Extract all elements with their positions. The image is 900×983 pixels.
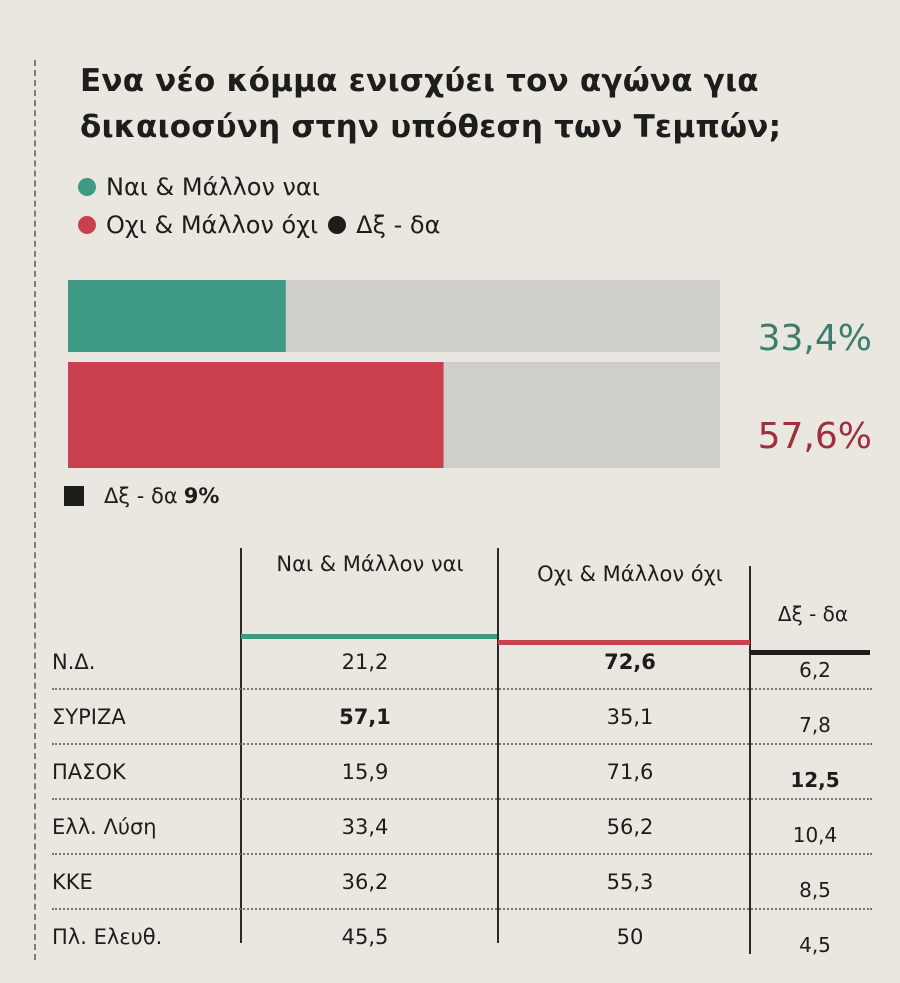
row-separator [52,908,872,910]
legend-dot-yes [78,178,96,196]
cell-no: 35,1 [606,705,654,729]
cell-dk: 6,2 [799,658,831,682]
cell-dk: 8,5 [799,878,831,902]
header-underline-yes [241,634,497,639]
table-divider-3 [749,566,751,954]
row-label: Ν.Δ. [52,650,96,674]
cell-no: 72,6 [604,650,656,674]
row-label: Πλ. Ελευθ. [52,925,163,949]
cell-no: 50 [616,925,644,949]
row-label: ΚΚΕ [52,870,93,894]
row-separator [52,688,872,690]
dk-note-value: 9% [183,484,220,508]
cell-yes: 33,4 [341,815,389,839]
row-label: ΣΥΡΙΖΑ [52,705,126,729]
col-header-dk: Δξ - δα [777,602,849,626]
col-header-yes: Ναι & Μάλλον ναι [276,552,464,576]
row-separator [52,853,872,855]
legend-label-yes: Ναι & Μάλλον ναι [106,173,320,201]
legend-label-no: Οχι & Μάλλον όχι [106,211,319,239]
legend-label-dk: Δξ - δα [356,211,441,239]
bar-value-label-1: 57,6% [758,416,872,457]
table-divider-1 [240,548,242,943]
bar-1 [68,362,444,468]
header-underline-dk [750,650,870,655]
dk-note-label: Δξ - δα [104,484,178,508]
legend-row-no-dk: Οχι & Μάλλον όχι Δξ - δα [78,206,440,244]
header-underline-no [498,640,750,645]
row-label: Ελλ. Λύση [52,815,157,839]
bar-0 [68,280,286,352]
cell-no: 55,3 [606,870,654,894]
table-divider-2 [497,548,499,943]
cell-dk: 10,4 [792,823,838,847]
cell-no: 71,6 [606,760,654,784]
legend-row-yes: Ναι & Μάλλον ναι [78,168,440,206]
cell-yes: 57,1 [339,705,391,729]
legend-dot-no [78,216,96,234]
cell-yes: 15,9 [341,760,389,784]
cell-yes: 36,2 [341,870,389,894]
cell-yes: 21,2 [341,650,389,674]
chart-title: Ενα νέο κόμμα ενισχύει τον αγώνα για δικ… [80,63,782,145]
bar-chart: 33,4% 57,6% [68,280,872,468]
cell-dk: 4,5 [799,933,831,957]
legend-dot-dk [328,216,347,234]
row-label: ΠΑΣΟΚ [52,760,126,784]
cell-dk: 12,5 [790,768,840,792]
dk-note: Δξ - δα 9% [64,484,219,508]
cell-dk: 7,8 [799,713,831,737]
bar-value-label-0: 33,4% [758,318,872,359]
margin-dashed-line [34,60,36,960]
row-separator [52,798,872,800]
col-header-no: Οχι & Μάλλον όχι [537,562,723,586]
row-separator [52,743,872,745]
cell-no: 56,2 [606,815,654,839]
dk-square [64,486,84,506]
legend: Ναι & Μάλλον ναι Οχι & Μάλλον όχι Δξ - δ… [78,168,440,244]
cell-yes: 45,5 [341,925,389,949]
